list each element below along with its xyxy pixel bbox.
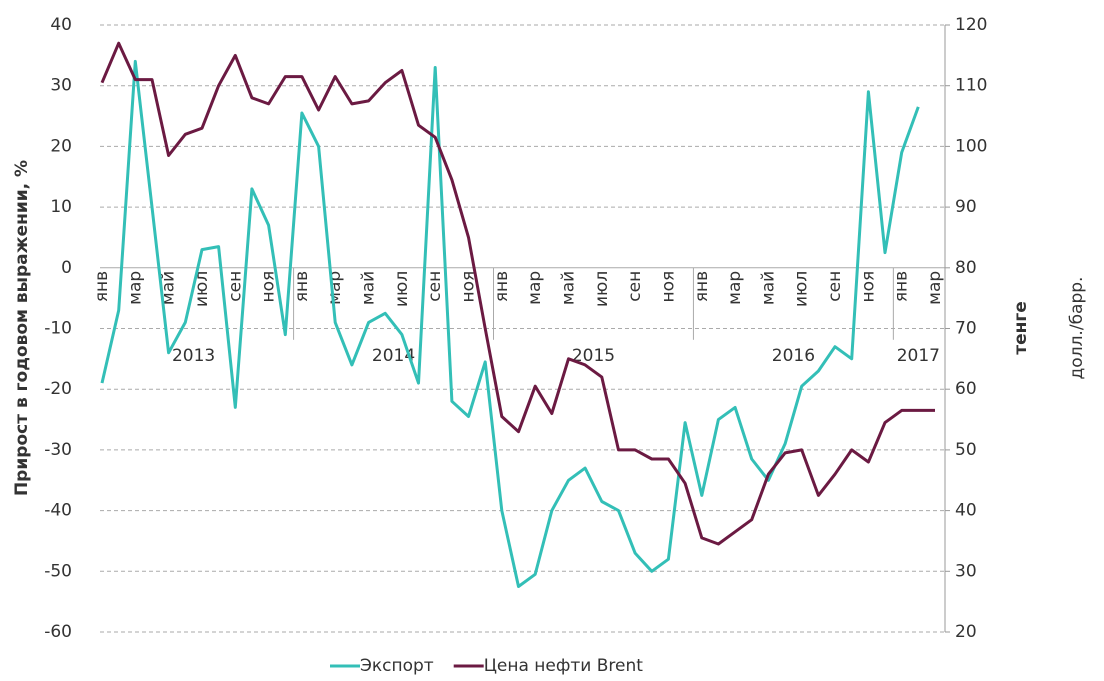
year-label: 2016 <box>772 346 815 366</box>
year-label: 2015 <box>572 346 615 366</box>
x-tick-label: мар <box>325 271 345 305</box>
x-tick-label: ноя <box>259 271 279 303</box>
x-tick-label: июл <box>792 271 812 307</box>
y2-tick-label: 40 <box>955 501 977 521</box>
x-tick-label: янв <box>892 271 912 302</box>
x-tick-label: июл <box>192 271 212 307</box>
x-tick-label: сен <box>425 271 445 302</box>
x-tick-label: мар <box>725 271 745 305</box>
y2-tick-label: 30 <box>955 561 977 581</box>
x-tick-label: янв <box>692 271 712 302</box>
year-label: 2017 <box>897 346 940 366</box>
legend-label: Экспорт <box>360 656 434 676</box>
y2-tick-label: 110 <box>955 76 987 96</box>
year-label: 2014 <box>372 346 415 366</box>
y2-tick-label: 120 <box>955 15 987 35</box>
y-tick-label: 40 <box>50 15 72 35</box>
x-tick-label: май <box>558 271 578 305</box>
y-tick-label: -50 <box>44 561 72 581</box>
x-tick-label: июл <box>392 271 412 307</box>
y2-tick-label: 100 <box>955 136 987 156</box>
x-tick-label: сен <box>225 271 245 302</box>
x-tick-label: май <box>359 271 379 305</box>
y2-tick-label: 20 <box>955 622 977 642</box>
x-tick-label: ноя <box>658 271 678 303</box>
series-line <box>100 41 935 546</box>
year-label: 2013 <box>172 346 215 366</box>
y2-tick-label: 70 <box>955 319 977 339</box>
y-tick-label: 20 <box>50 136 72 156</box>
x-tick-label: мар <box>525 271 545 305</box>
y-tick-label: -30 <box>44 440 72 460</box>
x-tick-label: янв <box>92 271 112 302</box>
legend-label: Цена нефти Brent <box>484 656 644 676</box>
x-tick-label: мар <box>925 271 945 305</box>
y-tick-label: 0 <box>61 258 72 278</box>
y-tick-label: -20 <box>44 379 72 399</box>
y2-tick-label: 90 <box>955 197 977 217</box>
series-line <box>100 59 920 588</box>
x-tick-label: июл <box>592 271 612 307</box>
y-tick-label: -10 <box>44 319 72 339</box>
y-tick-label: 30 <box>50 76 72 96</box>
y2-tick-label: 80 <box>955 258 977 278</box>
x-tick-label: ноя <box>459 271 479 303</box>
x-tick-label: янв <box>492 271 512 302</box>
y-tick-label: 10 <box>50 197 72 217</box>
x-tick-label: май <box>758 271 778 305</box>
y2-tick-label: 60 <box>955 379 977 399</box>
x-tick-label: сен <box>825 271 845 302</box>
x-tick-label: мар <box>125 271 145 305</box>
y-tick-label: -40 <box>44 501 72 521</box>
y2-tick-label: 50 <box>955 440 977 460</box>
y2-unit-label: долл./барр. <box>1067 277 1087 380</box>
x-tick-label: ноя <box>858 271 878 303</box>
y2-axis-label: тенге <box>1011 301 1031 355</box>
x-tick-label: сен <box>625 271 645 302</box>
y-tick-label: -60 <box>44 622 72 642</box>
x-tick-label: янв <box>292 271 312 302</box>
y-axis-label: Прирост в годовом выражении, % <box>12 160 32 496</box>
